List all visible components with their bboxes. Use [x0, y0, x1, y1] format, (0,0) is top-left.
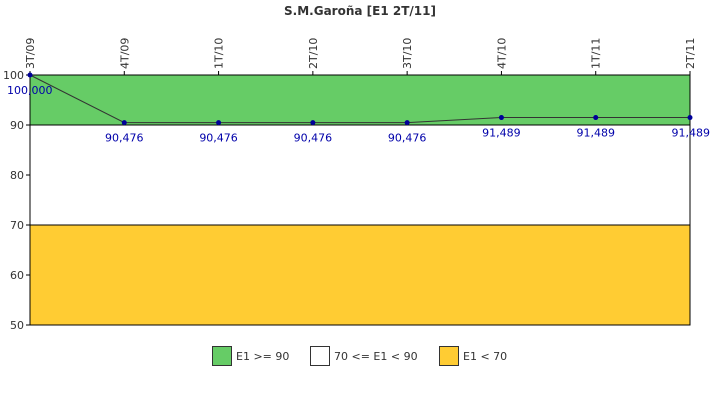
chart-title: S.M.Garoña [E1 2T/11]: [284, 4, 436, 18]
legend-item-band-0: E1 >= 90: [212, 345, 289, 367]
legend-label: 70 <= E1 < 90: [334, 349, 418, 363]
x-tick-label: 3T/10: [401, 38, 414, 69]
y-tick-label: 70: [10, 219, 24, 232]
x-tick-label: 4T/10: [495, 38, 508, 69]
x-tick-label: 1T/10: [213, 38, 226, 69]
legend: E1 >= 90 70 <= E1 < 90 E1 < 70: [0, 345, 720, 367]
data-point: [498, 115, 504, 121]
x-tick-label: 2T/10: [307, 38, 320, 69]
legend-swatch: [212, 346, 232, 366]
data-point: [216, 120, 222, 126]
series-line-0: [29, 74, 690, 124]
x-tick-label: 3T/09: [24, 38, 37, 69]
band-2: [29, 224, 691, 326]
data-point: [27, 72, 33, 78]
series-line: [29, 74, 690, 124]
legend-swatch: [439, 346, 459, 366]
legend-item-band-2: E1 < 70: [439, 345, 507, 367]
data-point: [121, 120, 127, 126]
data-label: 91,489: [576, 127, 615, 140]
data-label: 91,489: [672, 127, 711, 140]
data-point: [593, 115, 599, 121]
threshold-bands: [29, 74, 691, 326]
band-0: [29, 74, 691, 126]
legend-item-band-1: 70 <= E1 < 90: [310, 345, 418, 367]
band-1: [29, 124, 691, 226]
data-label: 90,476: [294, 132, 333, 145]
legend-label: E1 < 70: [463, 349, 508, 363]
y-tick-label: 60: [10, 269, 24, 282]
legend-swatch: [310, 346, 330, 366]
y-tick-label: 100: [3, 69, 24, 82]
x-tick-label: 4T/09: [118, 38, 131, 69]
data-labels: 100,000 90,476 90,476 90,476 90,476 91,489 91,…: [7, 84, 710, 145]
data-point: [310, 120, 316, 126]
data-point: [687, 115, 693, 121]
data-label: 90,476: [105, 132, 144, 145]
data-label: 90,476: [388, 132, 427, 145]
data-label: 100,000: [7, 84, 53, 97]
y-tick-label: 90: [10, 119, 24, 132]
data-label: 91,489: [482, 127, 521, 140]
x-tick-label: 1T/11: [590, 38, 603, 69]
data-label: 90,476: [199, 132, 238, 145]
y-tick-label: 80: [10, 169, 24, 182]
x-tick-label: 2T/11: [684, 38, 697, 69]
data-points: [27, 72, 693, 126]
y-tick-label: 50: [10, 319, 24, 332]
data-point: [404, 120, 410, 126]
legend-label: E1 >= 90: [236, 349, 290, 363]
